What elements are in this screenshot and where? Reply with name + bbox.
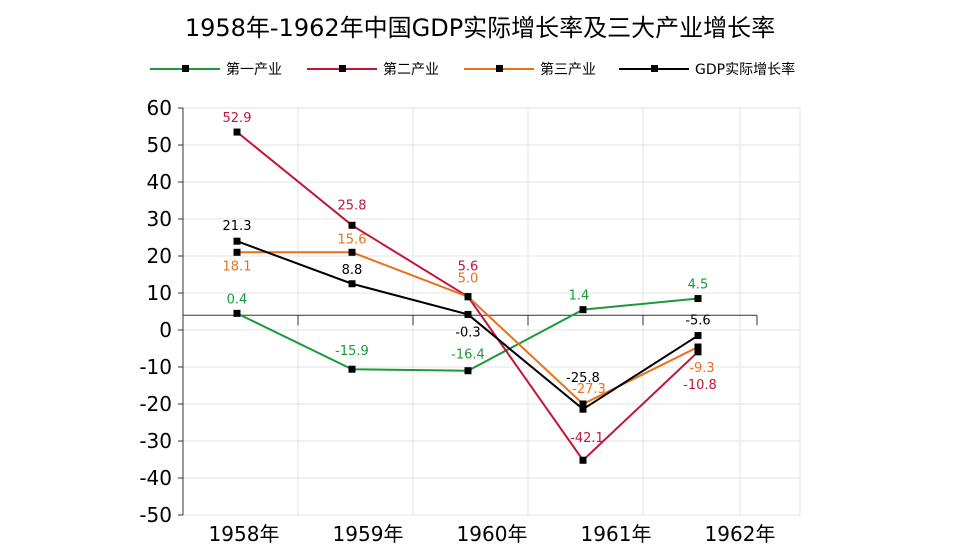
data-label: 0.4 bbox=[227, 292, 248, 307]
legend-label: 第三产业 bbox=[540, 61, 596, 78]
data-point bbox=[233, 237, 241, 245]
y-tick-label: -50 bbox=[139, 503, 172, 527]
legend-marker bbox=[339, 65, 346, 72]
legend-label: 第二产业 bbox=[383, 61, 439, 78]
y-tick-label: 60 bbox=[147, 96, 172, 120]
y-tick-label: 30 bbox=[147, 207, 172, 231]
data-labels: 0.4 -15.9 -16.4 1.4 4.5 52.9 25.8 5.6 -42.1 -10.8… bbox=[223, 111, 717, 446]
data-point bbox=[464, 310, 472, 318]
chart-title: 1958年-1962年中国GDP实际增长率及三大产业增长率 bbox=[185, 14, 775, 42]
x-tick-label: 1959年 bbox=[333, 522, 404, 546]
data-point bbox=[348, 221, 356, 229]
legend: 第一产业 第二产业 第三产业 GDP实际增长率 bbox=[150, 61, 795, 78]
x-tick-label: 1960年 bbox=[457, 522, 528, 546]
gridlines bbox=[183, 107, 801, 516]
legend-marker bbox=[651, 65, 658, 72]
data-point bbox=[579, 405, 587, 413]
data-label: 18.1 bbox=[223, 259, 252, 274]
x-tick-label: 1962年 bbox=[705, 522, 776, 546]
data-point bbox=[464, 367, 472, 375]
data-label: -5.6 bbox=[685, 314, 710, 329]
data-point bbox=[233, 248, 241, 256]
data-point bbox=[694, 332, 702, 340]
y-tick-label: 40 bbox=[147, 170, 172, 194]
y-tick-label: -40 bbox=[139, 466, 172, 490]
data-label: 21.3 bbox=[223, 219, 252, 234]
x-tick-label: 1961年 bbox=[581, 522, 652, 546]
legend-marker bbox=[496, 65, 503, 72]
data-label: 52.9 bbox=[223, 111, 252, 126]
data-label: 8.8 bbox=[342, 263, 363, 278]
axes: 60 50 40 30 20 10 0 -10 -20 -30 -40 -50 1958年 1959年 19… bbox=[139, 96, 775, 546]
series-group bbox=[233, 128, 702, 464]
data-point bbox=[348, 248, 356, 256]
legend-label: GDP实际增长率 bbox=[695, 61, 795, 78]
data-point bbox=[233, 309, 241, 317]
y-tick-label: 0 bbox=[159, 318, 172, 342]
data-label: -27.3 bbox=[572, 382, 606, 397]
data-point bbox=[579, 456, 587, 464]
x-tick-label: 1958年 bbox=[209, 522, 280, 546]
data-label: 4.5 bbox=[688, 278, 709, 293]
data-point bbox=[579, 306, 587, 314]
legend-label: 第一产业 bbox=[226, 61, 282, 78]
data-point bbox=[348, 365, 356, 373]
data-label: -9.3 bbox=[689, 361, 714, 376]
y-tick-label: -30 bbox=[139, 429, 172, 453]
data-point bbox=[464, 293, 472, 301]
data-point bbox=[694, 343, 702, 351]
y-tick-label: -20 bbox=[139, 392, 172, 416]
data-label: 5.6 bbox=[458, 260, 479, 275]
data-label: -25.8 bbox=[566, 371, 600, 386]
y-tick-label: 50 bbox=[147, 133, 172, 157]
data-point bbox=[694, 295, 702, 303]
data-label: 1.4 bbox=[569, 289, 590, 304]
data-label: -10.8 bbox=[683, 378, 717, 393]
data-label: 15.6 bbox=[338, 232, 367, 247]
data-label: 5.0 bbox=[458, 272, 479, 287]
data-point bbox=[348, 280, 356, 288]
y-tick-label: 20 bbox=[147, 244, 172, 268]
data-label: -42.1 bbox=[570, 431, 604, 446]
data-label: -15.9 bbox=[335, 344, 369, 359]
y-tick-label: -10 bbox=[139, 355, 172, 379]
data-point bbox=[694, 348, 702, 356]
data-label: -16.4 bbox=[451, 348, 485, 363]
data-label: 25.8 bbox=[338, 198, 367, 213]
y-tick-label: 10 bbox=[147, 281, 172, 305]
data-point bbox=[579, 400, 587, 408]
data-point bbox=[233, 128, 241, 136]
legend-marker bbox=[182, 65, 189, 72]
data-label: -0.3 bbox=[455, 325, 480, 340]
